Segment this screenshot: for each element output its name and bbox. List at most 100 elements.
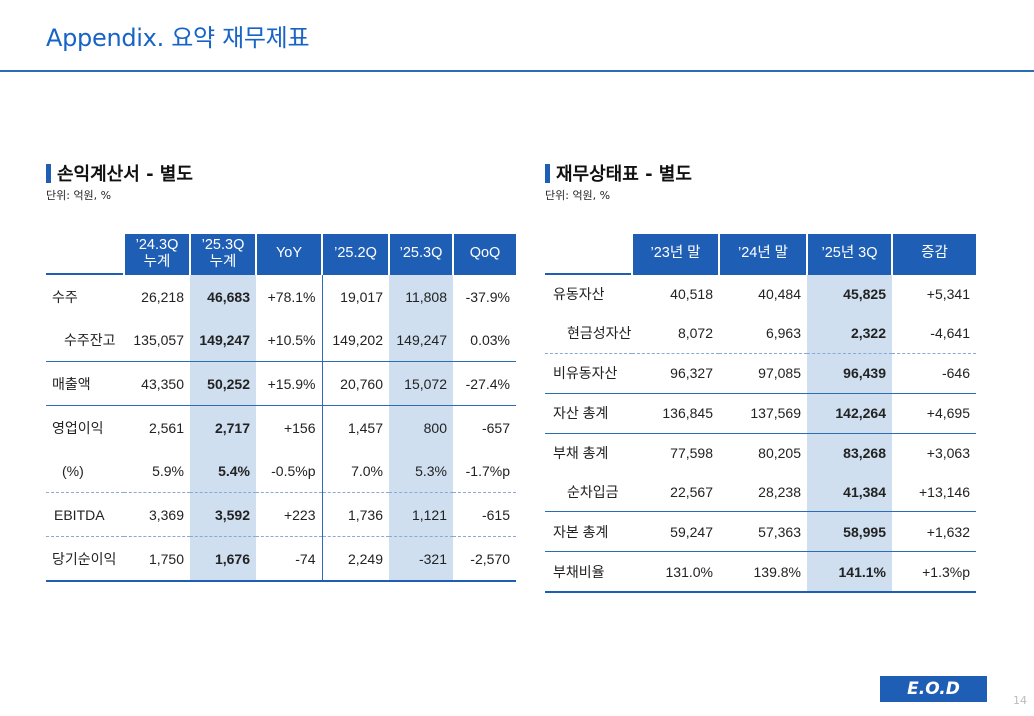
cell: 77,598 (632, 432, 719, 473)
row-label: 영업이익 (46, 405, 124, 449)
cell: 19,017 (321, 273, 389, 318)
header-blank (46, 234, 124, 274)
cell: -1.7%p (465, 462, 510, 479)
table-row: 자본 총계 59,247 57,363 58,995 +1,632 (545, 511, 976, 552)
page-number: 14 (1013, 694, 1027, 707)
cell: 40,518 (632, 273, 719, 314)
cell: 96,327 (632, 352, 719, 394)
row-label: 자본 총계 (545, 511, 632, 552)
heading-marker (545, 164, 550, 183)
table-row: 부채비율 131.0% 139.8% 141.1% +1.3%p (545, 551, 976, 594)
table-row: 수주 26,218 46,683 +78.1% 19,017 11,808 -3… (46, 273, 516, 318)
cell: -27.4% (453, 361, 516, 406)
cell: 45,825 (807, 273, 892, 314)
cell: -2,570 (453, 536, 516, 582)
table-row: 자산 총계 136,845 137,569 142,264 +4,695 (545, 392, 976, 434)
cell: 26,218 (124, 273, 190, 318)
cell: 20,760 (321, 361, 389, 406)
row-label: 유동자산 (545, 273, 632, 314)
cell: 7.0% (321, 449, 389, 493)
col-header: ’23년 말 (631, 234, 719, 274)
col-header: ’25.3Q (388, 234, 453, 274)
balance-heading: 재무상태표 - 별도 (545, 160, 692, 186)
row-label: 수주 (46, 273, 124, 318)
cell: -321 (389, 536, 453, 582)
cell: 46,683 (190, 273, 256, 318)
row-label: (%) (62, 462, 84, 479)
table-row: 부채 총계 77,598 80,205 83,268 +3,063 (545, 432, 976, 473)
row-label: 자산 총계 (545, 392, 632, 434)
cell: +10.5% (267, 331, 316, 348)
cell: 28,238 (758, 483, 801, 500)
col-header: QoQ (452, 234, 516, 274)
cell: 136,845 (632, 392, 719, 434)
cell: 41,384 (807, 472, 892, 512)
cell: 83,268 (807, 432, 892, 473)
income-unit: 단위: 억원, % (46, 189, 112, 202)
cell: 43,350 (124, 361, 190, 406)
end-of-document-badge: E.O.D (880, 676, 987, 702)
cell: 59,247 (632, 511, 719, 552)
cell: 2,322 (807, 313, 892, 354)
cell: -646 (892, 352, 976, 394)
row-label: 현금성자산 (567, 325, 632, 342)
income-statement-table: ’24.3Q 누계 ’25.3Q 누계 YoY ’25.2Q ’25.3Q Qo… (46, 234, 516, 582)
cell: 135,057 (133, 331, 184, 348)
table-row: 순차입금 22,567 28,238 41,384 +13,146 (545, 472, 976, 512)
cell: 5.9% (152, 462, 184, 479)
table-row: 유동자산 40,518 40,484 45,825 +5,341 (545, 273, 976, 314)
col-header: YoY (255, 234, 322, 274)
cell: +5,341 (892, 273, 976, 314)
cell: -37.9% (453, 273, 516, 318)
cell: +78.1% (256, 273, 322, 318)
cell: 1,750 (124, 536, 190, 582)
cell: 58,995 (807, 511, 892, 552)
balance-unit: 단위: 억원, % (545, 189, 611, 202)
cell: +4,695 (892, 392, 976, 434)
cell: 141.1% (807, 551, 892, 594)
row-label: EBITDA (46, 492, 124, 537)
row-label: 비유동자산 (545, 352, 632, 394)
cell: 149,247 (389, 318, 453, 362)
cell: 11,808 (389, 273, 453, 318)
cell: +15.9% (256, 361, 322, 406)
cell: 149,247 (190, 318, 256, 362)
row-label: 매출액 (46, 361, 124, 406)
balance-sheet-table: ’23년 말 ’24년 말 ’25년 3Q 증감 유동자산 40,518 40,… (545, 234, 976, 594)
cell: 1,736 (321, 492, 389, 537)
heading-marker (46, 164, 51, 183)
col-header: ’25년 3Q (806, 234, 892, 274)
cell: 1,676 (190, 536, 256, 582)
cell: 80,205 (719, 432, 807, 473)
cell: 3,592 (190, 492, 256, 537)
table-header-row: ’23년 말 ’24년 말 ’25년 3Q 증감 (545, 234, 976, 274)
page-title: Appendix. 요약 재무제표 (46, 24, 310, 52)
table-row: EBITDA 3,369 3,592 +223 1,736 1,121 -615 (46, 492, 516, 537)
cell: 1,457 (321, 405, 389, 449)
col-header: 증감 (891, 234, 976, 274)
cell: 2,561 (124, 405, 190, 449)
cell: 800 (389, 405, 453, 449)
cell: 142,264 (807, 392, 892, 434)
table-row: 영업이익 2,561 2,717 +156 1,457 800 -657 (46, 405, 516, 449)
income-heading-text: 손익계산서 - 별도 (57, 164, 193, 185)
cell: +1,632 (892, 511, 976, 552)
cell: 149,202 (321, 318, 389, 362)
cell: 22,567 (670, 483, 713, 500)
cell: 97,085 (719, 352, 807, 394)
cell: -4,641 (930, 325, 970, 342)
cell: 3,369 (124, 492, 190, 537)
table-row: 매출액 43,350 50,252 +15.9% 20,760 15,072 -… (46, 361, 516, 406)
cell: 131.0% (632, 551, 719, 594)
row-label: 당기순이익 (46, 536, 124, 582)
row-label: 순차입금 (567, 483, 619, 500)
cell: 137,569 (719, 392, 807, 434)
row-label: 부채비율 (545, 551, 632, 594)
cell: -0.5%p (271, 462, 316, 479)
balance-heading-text: 재무상태표 - 별도 (556, 164, 692, 185)
cell: 2,249 (321, 536, 389, 582)
table-row: 당기순이익 1,750 1,676 -74 2,249 -321 -2,570 (46, 536, 516, 582)
row-label: 부채 총계 (545, 432, 632, 473)
cell: 50,252 (190, 361, 256, 406)
cell: 96,439 (807, 352, 892, 394)
